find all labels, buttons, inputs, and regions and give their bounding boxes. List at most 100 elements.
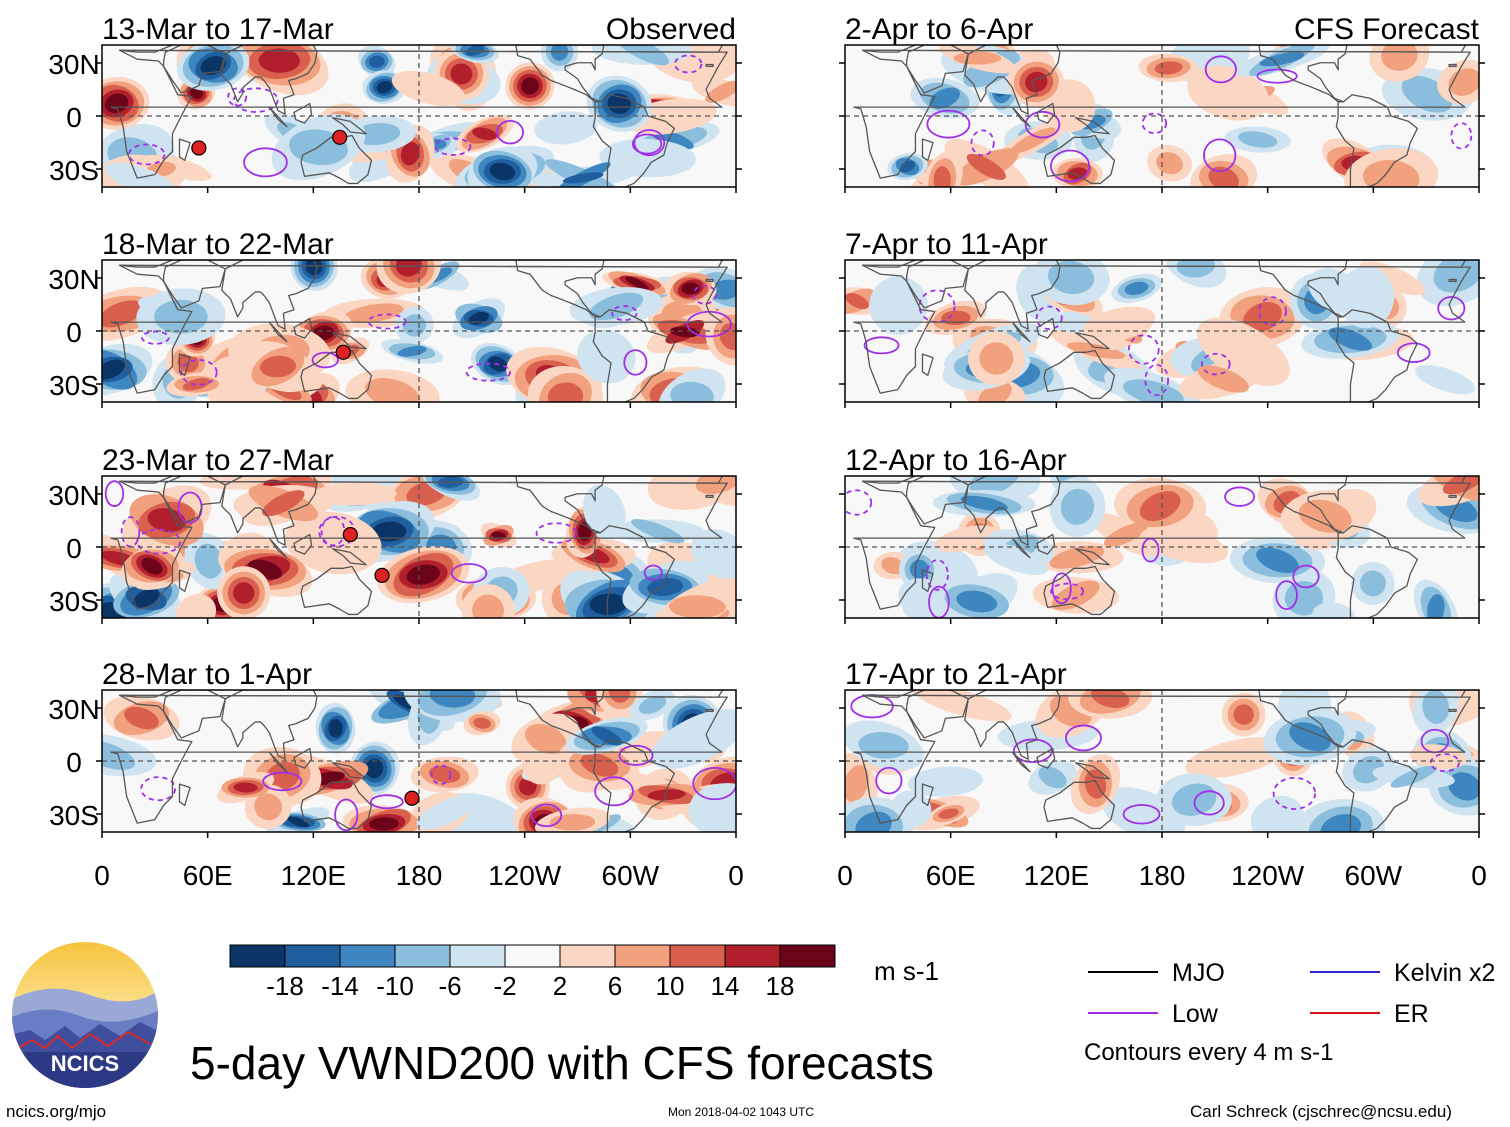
panel-title: 18-Mar to 22-Mar xyxy=(102,228,334,261)
low-contour xyxy=(227,87,248,107)
anomaly-cell xyxy=(395,260,422,277)
map-panel: 13-Mar to 17-Mar Observed 30N 0 30S xyxy=(48,13,742,193)
anomaly-cell xyxy=(933,166,951,187)
continent-outline xyxy=(300,565,373,616)
anomaly-cell xyxy=(182,377,211,391)
colorbar-tick-label: -2 xyxy=(493,971,516,1001)
continent-outline xyxy=(1075,762,1110,780)
anomaly-field xyxy=(102,260,736,402)
coastlines xyxy=(853,476,1471,618)
anomaly-cell xyxy=(262,490,305,517)
continent-outline xyxy=(515,260,605,318)
anomaly-cell xyxy=(688,783,736,832)
continent-outline xyxy=(1075,548,1110,566)
anomaly-cell xyxy=(1124,281,1149,295)
continent-outline xyxy=(1335,739,1419,832)
anomaly-cell xyxy=(1038,766,1067,789)
lat-label: 30N xyxy=(48,480,99,511)
legend-label: MJO xyxy=(1172,959,1225,987)
low-contour xyxy=(875,766,903,795)
panel-title: 7-Apr to 11-Apr xyxy=(845,228,1048,261)
low-contour xyxy=(623,349,648,376)
storm-marker xyxy=(191,140,207,156)
storm-marker xyxy=(404,790,420,806)
low-contour xyxy=(1396,342,1431,363)
lat-label: 30N xyxy=(48,49,99,80)
colorbar-swatch xyxy=(724,944,781,968)
continent-outline xyxy=(705,708,714,712)
site-url[interactable]: ncics.org/mjo xyxy=(6,1102,107,1121)
figure-title: 5-day VWND200 with CFS forecasts xyxy=(190,1037,934,1089)
colorbar-swatch xyxy=(614,944,671,968)
colorbar-tick-label: 10 xyxy=(656,971,685,1001)
low-contour xyxy=(1024,110,1061,139)
lon-label: 60E xyxy=(926,860,976,891)
anomaly-cell xyxy=(491,531,506,540)
colorbar-swatch xyxy=(504,944,561,968)
continent-outline xyxy=(268,106,288,128)
colorbar-tick-label: -10 xyxy=(376,971,414,1001)
anomaly-cell xyxy=(313,482,397,506)
anomaly-cell xyxy=(1381,45,1418,71)
low-contour xyxy=(530,803,563,828)
anomaly-cell xyxy=(1284,581,1324,616)
anomaly-cell xyxy=(1208,166,1239,187)
anomaly-cell xyxy=(534,111,598,145)
low-contour xyxy=(1200,352,1231,376)
continent-outline xyxy=(1043,779,1116,830)
low-contour xyxy=(430,764,452,785)
low-contour xyxy=(1275,580,1298,611)
continent-outline xyxy=(162,476,226,525)
anomaly-cell xyxy=(960,495,1008,512)
map-panel: 12-Apr to 16-Apr xyxy=(839,444,1485,624)
continent-outline xyxy=(300,779,373,830)
lat-label: 30S xyxy=(49,370,99,401)
anomaly-cell xyxy=(141,557,163,575)
panel-title: 28-Mar to 1-Apr xyxy=(102,658,312,691)
colorbar-tick-label: -6 xyxy=(438,971,461,1001)
low-contour xyxy=(926,109,971,139)
low-contour xyxy=(845,489,873,516)
lon-label: 60W xyxy=(1345,860,1403,891)
low-contour xyxy=(692,284,717,305)
anomaly-cell xyxy=(638,695,667,715)
continent-outline xyxy=(300,349,373,400)
colorbar-swatch xyxy=(229,944,286,968)
low-contour xyxy=(311,351,339,369)
anomaly-cell xyxy=(625,276,649,290)
continent-outline xyxy=(178,353,191,377)
anomaly-cell xyxy=(669,595,726,618)
lat-label: 30S xyxy=(49,155,99,186)
continent-outline xyxy=(268,537,288,559)
timestamp: Mon 2018-04-02 1043 UTC xyxy=(668,1105,815,1119)
low-contour xyxy=(594,776,634,807)
anomaly-cell xyxy=(979,342,1014,375)
low-contour xyxy=(618,744,654,766)
anomaly-cell xyxy=(580,753,619,777)
lon-label: 120E xyxy=(281,860,346,891)
colorbar-swatch xyxy=(394,944,451,968)
anomaly-cell xyxy=(1328,327,1373,351)
low-contour xyxy=(233,87,279,113)
anomaly-cell xyxy=(1185,737,1286,779)
low-contour xyxy=(141,330,170,345)
colorbar-tick-label: 6 xyxy=(608,971,622,1001)
continent-outline xyxy=(1448,708,1457,712)
forecast-label: CFS Forecast xyxy=(1294,13,1480,46)
observed-label: Observed xyxy=(606,13,736,46)
anomaly-cell xyxy=(1256,547,1299,573)
anomaly-cell xyxy=(365,758,384,779)
coastlines xyxy=(110,476,728,618)
continent-outline xyxy=(293,317,313,339)
continent-outline xyxy=(1448,278,1457,282)
low-contour xyxy=(611,305,638,322)
continent-outline xyxy=(1335,309,1419,402)
legend-label: Kelvin x2 xyxy=(1394,959,1495,987)
lon-label: 120W xyxy=(488,860,562,891)
continent-outline xyxy=(964,260,1061,330)
continent-outline xyxy=(964,476,1061,546)
anomaly-cell xyxy=(286,816,310,828)
anomaly-cell xyxy=(328,719,343,738)
lon-label: 120E xyxy=(1024,860,1089,891)
anomaly-cell xyxy=(154,299,208,334)
